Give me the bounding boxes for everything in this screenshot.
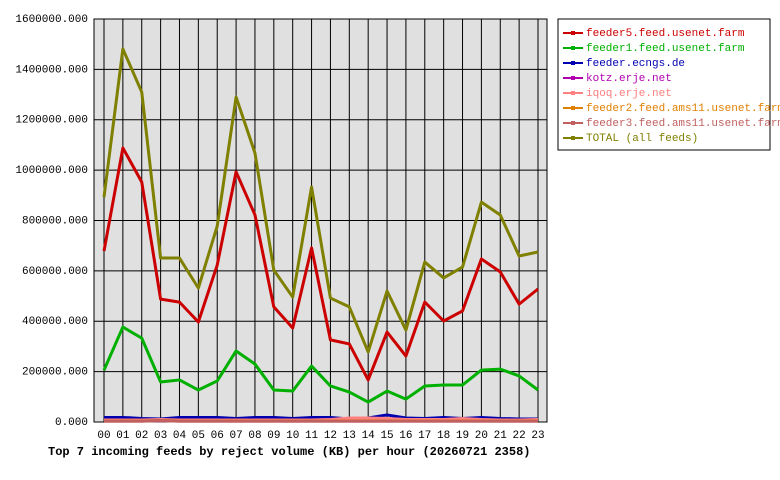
- legend-label: feeder.ecngs.de: [586, 58, 685, 70]
- y-tick-label: 1200000.000: [15, 115, 88, 127]
- legend-marker: [571, 46, 575, 50]
- x-tick-label: 15: [380, 430, 393, 442]
- legend-label: feeder1.feed.usenet.farm: [586, 43, 745, 55]
- x-tick-label: 07: [229, 430, 242, 442]
- x-tick-label: 05: [192, 430, 205, 442]
- legend-label: iqoq.erje.net: [586, 88, 672, 100]
- legend-label: feeder3.feed.ams11.usenet.farm: [586, 118, 780, 130]
- x-tick-label: 22: [513, 430, 526, 442]
- x-tick-label: 13: [343, 430, 356, 442]
- x-tick-label: 14: [362, 430, 376, 442]
- series-line: [104, 418, 538, 423]
- x-tick-label: 04: [173, 430, 187, 442]
- x-tick-label: 10: [286, 430, 299, 442]
- legend-box: [557, 18, 771, 151]
- x-tick-label: 06: [211, 430, 224, 442]
- y-tick-label: 1600000.000: [15, 14, 88, 26]
- x-tick-label: 11: [305, 430, 319, 442]
- legend-marker: [571, 31, 575, 35]
- x-tick-label: 18: [437, 430, 450, 442]
- chart-title: Top 7 incoming feeds by reject volume (K…: [48, 445, 530, 459]
- legend-label: TOTAL (all feeds): [586, 133, 698, 145]
- x-tick-label: 17: [418, 430, 431, 442]
- x-tick-label: 19: [456, 430, 469, 442]
- series-line: [102, 47, 539, 354]
- x-tick-label: 23: [531, 430, 544, 442]
- y-tick-label: 800000.000: [22, 215, 88, 227]
- y-tick-label: 200000.000: [22, 367, 88, 379]
- series-line: [102, 146, 539, 382]
- y-tick-label: 1000000.000: [15, 165, 88, 177]
- y-tick-label: 600000.000: [22, 266, 88, 278]
- series-line: [102, 325, 539, 404]
- x-tick-label: 02: [135, 430, 148, 442]
- x-tick-label: 00: [97, 430, 110, 442]
- legend-label: kotz.erje.net: [586, 73, 672, 85]
- legend-marker: [571, 76, 575, 80]
- x-tick-label: 08: [248, 430, 261, 442]
- x-tick-label: 01: [116, 430, 130, 442]
- legend-marker: [571, 121, 575, 125]
- legend-label: feeder5.feed.usenet.farm: [586, 28, 745, 40]
- legend-marker: [571, 106, 575, 110]
- legend-marker: [571, 136, 575, 140]
- legend-marker: [571, 91, 575, 95]
- x-tick-label: 09: [267, 430, 280, 442]
- x-tick-label: 16: [399, 430, 412, 442]
- y-tick-label: 400000.000: [22, 316, 88, 328]
- y-tick-label: 1400000.000: [15, 64, 88, 76]
- x-tick-label: 03: [154, 430, 167, 442]
- y-tick-label: 0.000: [55, 417, 88, 429]
- x-tick-label: 12: [324, 430, 337, 442]
- legend-marker: [571, 61, 575, 65]
- legend-label: feeder2.feed.ams11.usenet.farm: [586, 103, 780, 115]
- x-tick-label: 21: [494, 430, 508, 442]
- x-tick-label: 20: [475, 430, 488, 442]
